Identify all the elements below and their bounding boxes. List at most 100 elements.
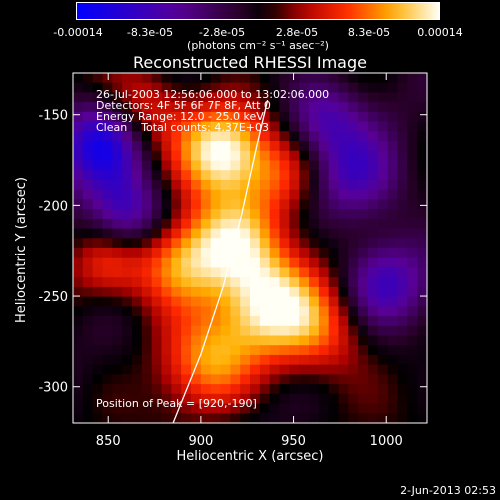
heatmap-cell <box>377 374 389 385</box>
heatmap-cell <box>240 111 251 123</box>
heatmap-cell <box>338 248 349 259</box>
heatmap-cell <box>240 393 251 405</box>
heatmap-cell <box>151 354 162 366</box>
heatmap-cell <box>328 218 339 230</box>
heatmap-cell <box>200 73 212 84</box>
heatmap-cell <box>112 364 123 375</box>
heatmap-cell <box>259 102 271 113</box>
heatmap-cell <box>191 228 202 239</box>
heatmap-cell <box>368 364 379 375</box>
heatmap-cell <box>210 354 221 366</box>
heatmap-cell <box>171 160 182 171</box>
heatmap-cell <box>269 316 280 327</box>
heatmap-cell <box>407 238 418 249</box>
heatmap-cell <box>102 413 113 424</box>
heatmap-cell <box>112 296 123 307</box>
heatmap-cell <box>259 306 271 317</box>
heatmap-cell <box>220 296 231 307</box>
heatmap-cell <box>181 345 192 356</box>
heatmap-cell <box>407 335 418 346</box>
heatmap-cell <box>377 218 389 230</box>
heatmap-cell <box>210 413 221 424</box>
heatmap-cell <box>397 141 408 152</box>
heatmap-cell <box>132 325 143 336</box>
heatmap-cell <box>122 354 133 366</box>
heatmap-cell <box>230 170 241 181</box>
heatmap-cell <box>171 374 182 385</box>
heatmap-cell <box>279 267 290 278</box>
heatmap-cell <box>289 131 300 142</box>
heatmap-cell <box>387 413 398 424</box>
annotation-line: Detectors: 4F 5F 6F 7F 8F, Att 0 <box>96 99 271 112</box>
heatmap-cell <box>358 277 369 288</box>
heatmap-cell <box>191 345 202 356</box>
heatmap-cell <box>259 228 271 239</box>
heatmap-cell <box>289 403 300 414</box>
heatmap-cell <box>82 92 94 103</box>
heatmap-cell <box>240 257 251 268</box>
heatmap-cell <box>141 179 153 191</box>
heatmap-cell <box>240 345 251 356</box>
heatmap-cell <box>387 131 398 142</box>
heatmap-cell <box>171 335 182 346</box>
heatmap-cell <box>318 257 330 268</box>
heatmap-cell <box>200 92 212 103</box>
heatmap-cell <box>279 335 290 346</box>
heatmap-cell <box>92 403 103 414</box>
heatmap-cell <box>181 354 192 366</box>
heatmap-cell <box>318 335 330 346</box>
heatmap-cell <box>269 238 280 249</box>
heatmap-cell <box>328 316 339 327</box>
heatmap-cell <box>210 209 221 220</box>
heatmap-cell <box>210 82 221 93</box>
heatmap-cell <box>220 277 231 288</box>
heatmap-cell <box>141 92 153 103</box>
heatmap-cell <box>387 170 398 181</box>
heatmap-cell <box>387 102 398 113</box>
heatmap-cell <box>348 316 359 327</box>
heatmap-cell <box>328 267 339 278</box>
heatmap-cell <box>73 393 84 405</box>
heatmap-cell <box>417 364 428 375</box>
heatmap-cell <box>141 316 153 327</box>
heatmap-cell <box>132 199 143 210</box>
heatmap-cell <box>82 296 94 307</box>
heatmap-cell <box>368 393 379 405</box>
y-tick-label: -250 <box>38 290 68 305</box>
heatmap-cell <box>259 403 271 414</box>
heatmap-cell <box>102 384 113 395</box>
heatmap-cell <box>240 131 251 142</box>
heatmap-cell <box>299 170 310 181</box>
heatmap-cell <box>151 325 162 336</box>
heatmap-cell <box>112 160 123 171</box>
heatmap-cell <box>377 248 389 259</box>
heatmap-cell <box>250 248 261 259</box>
heatmap-cell <box>358 267 369 278</box>
heatmap-cell <box>309 374 320 385</box>
heatmap-cell <box>397 335 408 346</box>
heatmap-cell <box>151 82 162 93</box>
heatmap-cell <box>102 238 113 249</box>
heatmap-cell <box>73 403 84 414</box>
heatmap-cell <box>407 296 418 307</box>
heatmap-cell <box>377 160 389 171</box>
heatmap-cell <box>407 354 418 366</box>
heatmap-cell <box>191 325 202 336</box>
heatmap-cell <box>191 354 202 366</box>
colorbar-tick-label: -0.00014 <box>53 26 103 39</box>
heatmap-cell <box>82 374 94 385</box>
heatmap-cell <box>250 325 261 336</box>
heatmap-cell <box>377 189 389 200</box>
heatmap-cell <box>338 160 349 171</box>
heatmap-cell <box>397 325 408 336</box>
heatmap-cell <box>299 209 310 220</box>
heatmap-cell <box>200 141 212 152</box>
heatmap-cell <box>112 267 123 278</box>
heatmap-cell <box>141 413 153 424</box>
heatmap-cell <box>407 209 418 220</box>
heatmap-cell <box>112 170 123 181</box>
heatmap-cell <box>240 364 251 375</box>
heatmap-cell <box>318 267 330 278</box>
heatmap-cell <box>210 286 221 298</box>
heatmap-cell <box>122 92 133 103</box>
